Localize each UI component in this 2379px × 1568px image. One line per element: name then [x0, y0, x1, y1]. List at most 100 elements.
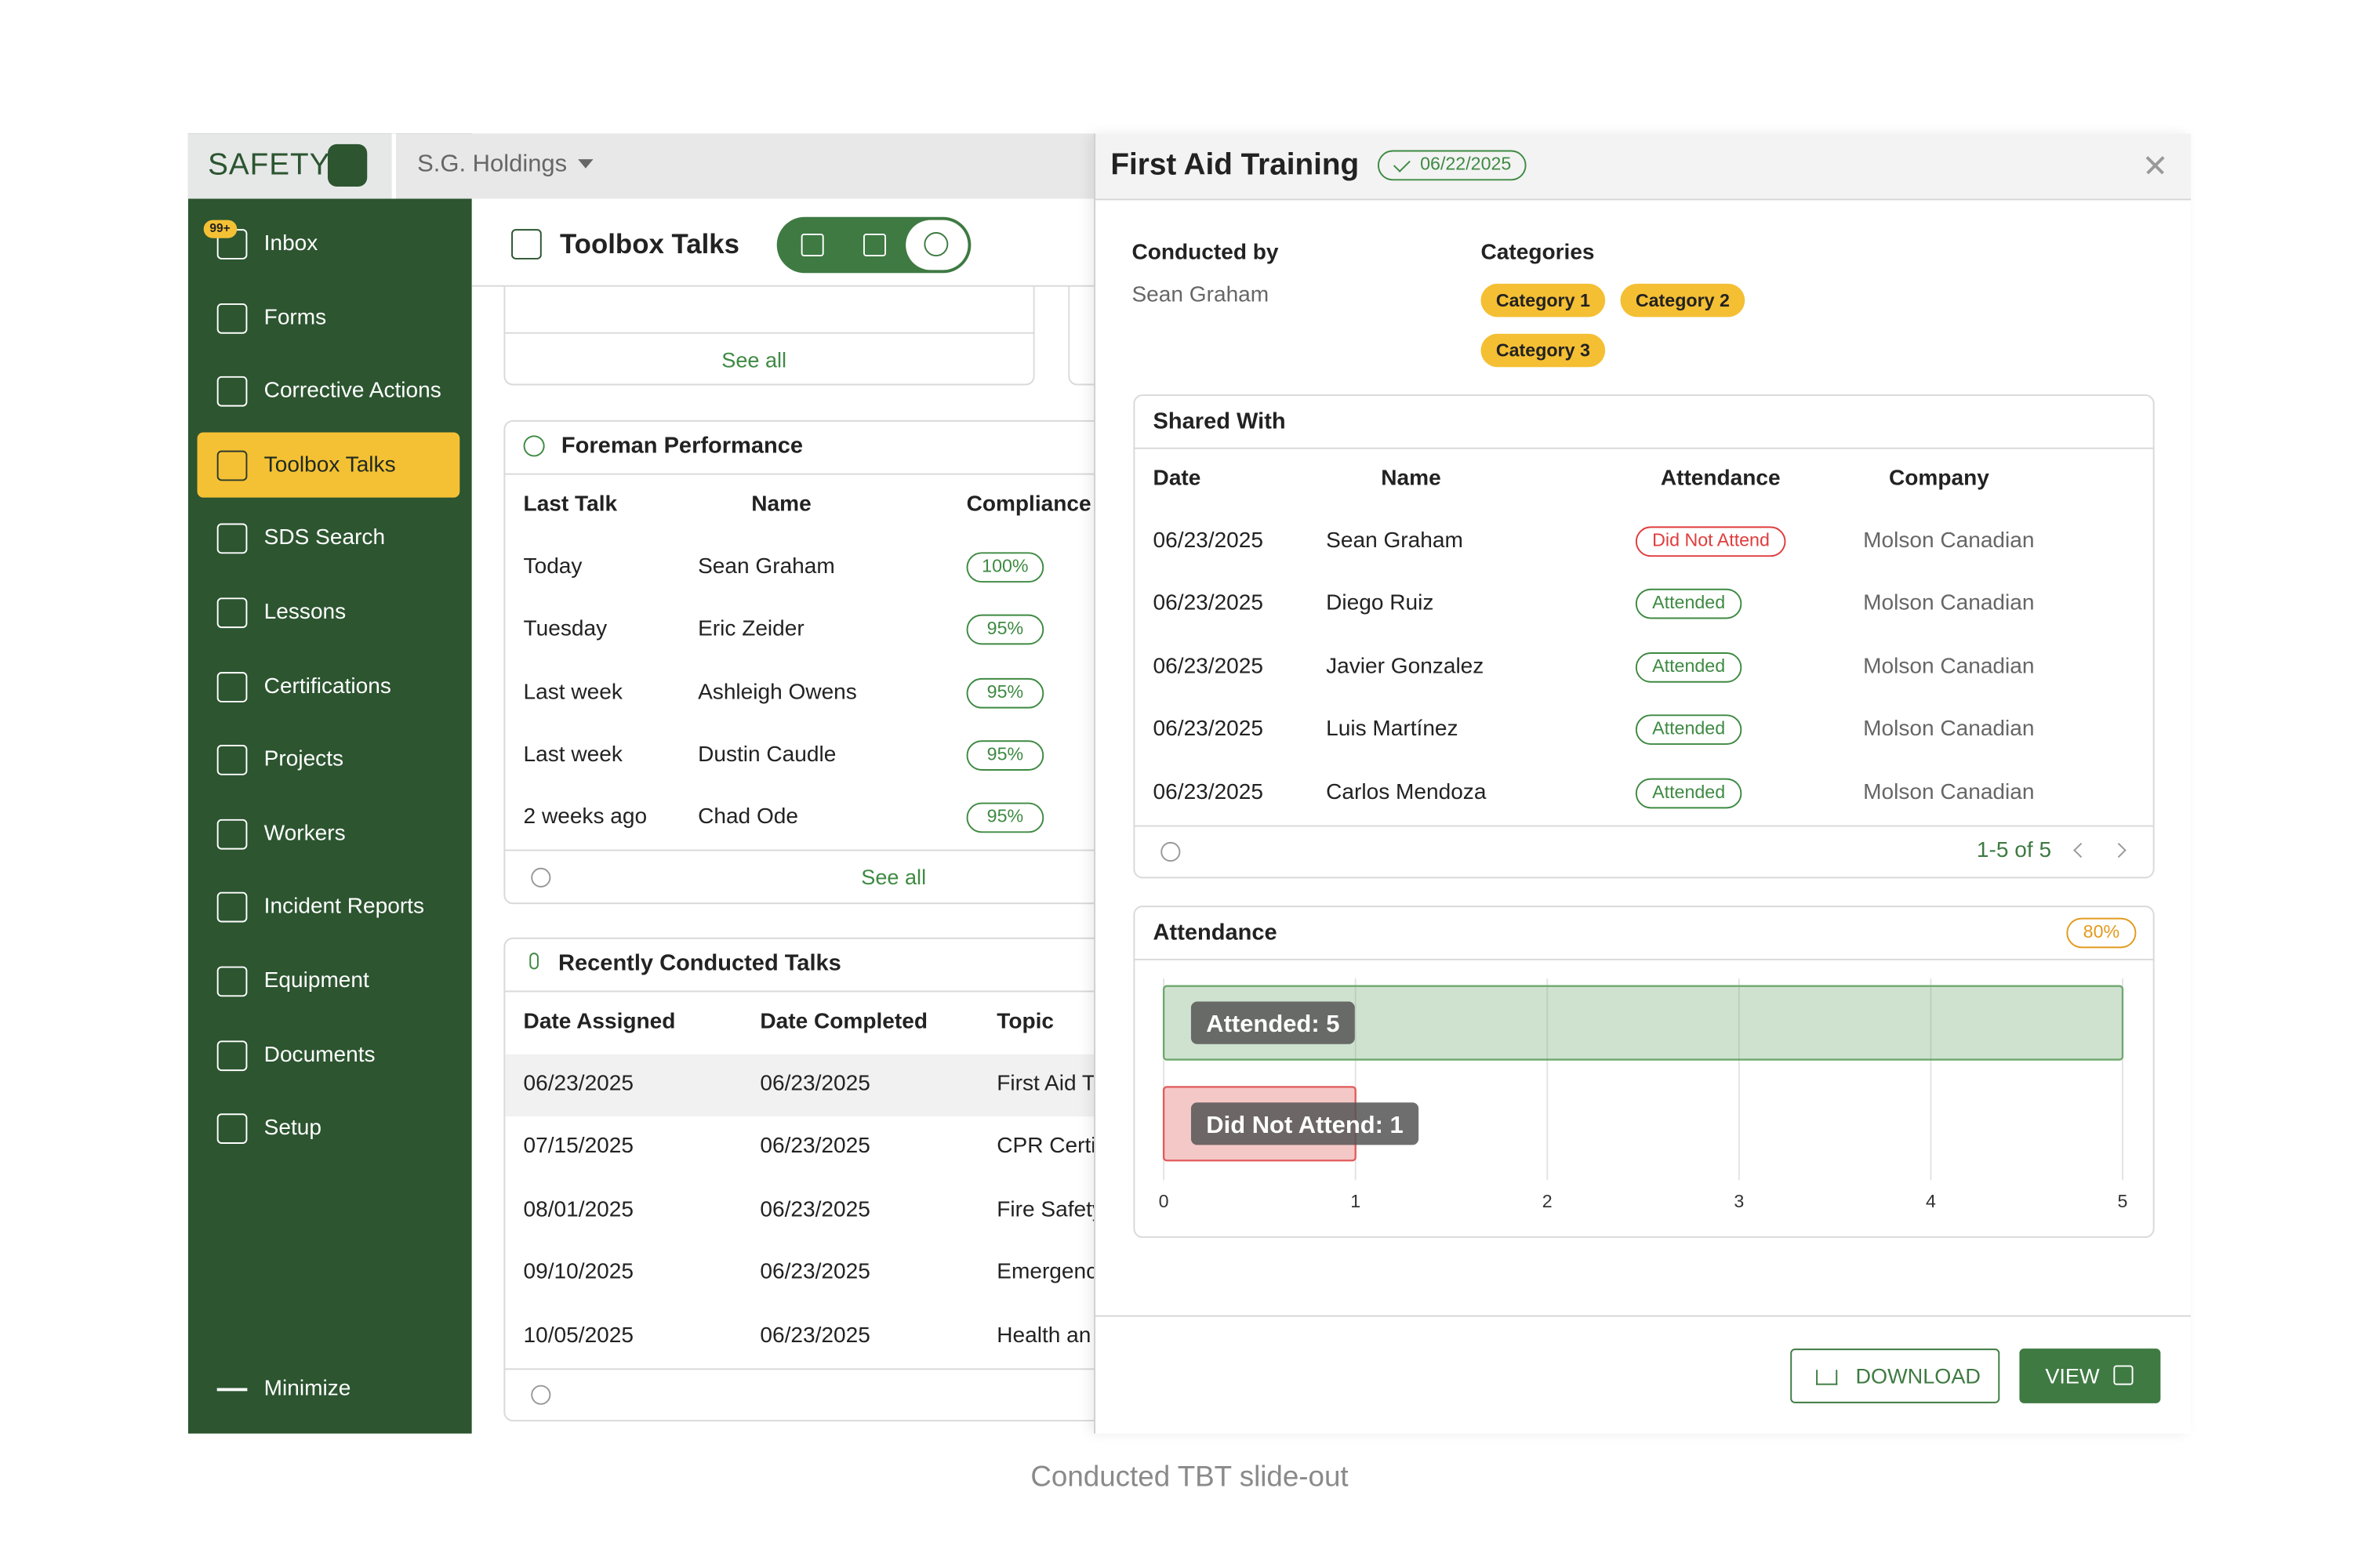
column-header: Name — [751, 492, 812, 517]
nav-icon — [216, 745, 248, 776]
table-cell: Carlos Mendoza — [1326, 780, 1487, 805]
card-divider — [503, 849, 1111, 851]
table-cell: Molson Canadian — [1863, 655, 2035, 679]
table-cell: Chad Ode — [698, 805, 798, 830]
nav-icon — [216, 1040, 248, 1071]
refresh-icon — [530, 1384, 550, 1404]
table-cell: First Aid T — [997, 1072, 1096, 1097]
page-title-icon — [511, 229, 542, 260]
nav-icon — [216, 671, 248, 702]
minimize-label[interactable]: Minimize — [263, 1377, 351, 1402]
nav-label[interactable]: Inbox — [263, 231, 318, 256]
column-header: Last Talk — [523, 492, 618, 517]
card-icon — [529, 953, 539, 970]
minimize-arrow — [216, 1388, 248, 1392]
card-divider — [1133, 958, 2155, 960]
table-cell: CPR Certi — [997, 1134, 1096, 1160]
field-value: Sean Graham — [1131, 283, 1269, 308]
table-cell: Molson Canadian — [1863, 780, 2035, 805]
nav-icon — [216, 450, 248, 481]
org-caret[interactable] — [578, 159, 594, 169]
card — [1133, 906, 2155, 1238]
table-cell: Emergenc — [997, 1260, 1098, 1285]
see-all-link[interactable]: See all — [861, 864, 927, 889]
nav-label[interactable]: Incident Reports — [263, 895, 424, 920]
table-cell: Dustin Caudle — [698, 742, 837, 768]
nav-icon — [216, 524, 248, 555]
column-header: Attendance — [1660, 466, 1781, 492]
logo-text: SAFETY — [208, 148, 331, 183]
nav-label[interactable]: Lessons — [263, 600, 347, 625]
column-header: Company — [1889, 466, 1989, 492]
toggle-icon — [924, 232, 949, 257]
nav-label[interactable]: Corrective Actions — [263, 379, 441, 404]
attendance-badge: Attended — [1635, 777, 1742, 808]
category-chip: Category 1 — [1480, 283, 1606, 318]
table-cell: 06/23/2025 — [760, 1323, 870, 1348]
table-cell: Sean Graham — [698, 554, 835, 579]
nav-label[interactable]: Documents — [263, 1042, 376, 1067]
nav-label[interactable]: Forms — [263, 305, 327, 330]
card-divider — [503, 990, 1111, 993]
table-cell: 06/23/2025 — [1153, 780, 1263, 805]
table-cell: Ashleigh Owens — [698, 680, 857, 705]
table-cell: Sean Graham — [1326, 528, 1463, 554]
table-cell: 06/23/2025 — [760, 1197, 870, 1222]
table-cell: Luis Martínez — [1326, 717, 1458, 742]
external-icon — [2113, 1365, 2134, 1385]
nav-label[interactable]: SDS Search — [263, 526, 386, 551]
table-cell: 08/01/2025 — [523, 1197, 634, 1222]
table-cell: Fire Safety — [997, 1197, 1103, 1222]
table-cell: 2 weeks ago — [523, 805, 648, 830]
card-divider — [1133, 825, 2155, 827]
toggle-icon — [800, 233, 823, 256]
main-area — [471, 198, 1095, 1434]
topbar — [391, 133, 1095, 199]
nav-icon — [216, 303, 248, 333]
compliance-badge: 95% — [966, 740, 1044, 771]
nav-icon — [216, 597, 248, 629]
nav-icon — [216, 818, 248, 850]
nav-label[interactable]: Equipment — [263, 968, 369, 993]
download-label[interactable]: DOWNLOAD — [1855, 1363, 1981, 1388]
card-title: Foreman Performance — [561, 433, 804, 459]
nav-label[interactable]: Certifications — [263, 673, 391, 699]
table-cell: 10/05/2025 — [523, 1323, 634, 1348]
table-cell: 06/23/2025 — [760, 1072, 870, 1097]
nav-label[interactable]: Toolbox Talks — [263, 452, 396, 477]
nav-item-active[interactable] — [197, 432, 460, 498]
card-divider — [503, 473, 1111, 475]
category-chip: Category 2 — [1620, 283, 1745, 318]
table-cell: 06/23/2025 — [1153, 655, 1263, 679]
view-button[interactable] — [2019, 1348, 2161, 1403]
card-divider — [1133, 447, 2155, 449]
table-cell: 06/23/2025 — [1153, 528, 1263, 554]
card — [503, 285, 1035, 386]
table-cell: Last week — [523, 742, 623, 768]
column-header: Name — [1381, 466, 1441, 492]
download-button[interactable] — [1790, 1348, 2000, 1403]
card-divider — [503, 1368, 1111, 1370]
compliance-badge: 95% — [966, 802, 1044, 833]
field-label: Conducted by — [1131, 241, 1279, 266]
card — [1133, 394, 2155, 879]
column-header: Topic — [997, 1010, 1055, 1035]
column-header: Date Assigned — [523, 1010, 676, 1035]
toggle-icon — [863, 233, 886, 256]
logo-mark — [327, 143, 368, 187]
table-cell: 06/23/2025 — [760, 1260, 870, 1285]
table-cell: 06/23/2025 — [1153, 591, 1263, 616]
attendance-badge: Attended — [1635, 652, 1742, 683]
table-cell: Health an — [997, 1323, 1091, 1348]
attendance-badge: Did Not Attend — [1635, 526, 1787, 557]
nav-label[interactable]: Projects — [263, 747, 344, 772]
org-selector[interactable]: S.G. Holdings — [417, 151, 568, 178]
attendance-badge: Attended — [1635, 714, 1742, 746]
view-label[interactable]: VIEW — [2045, 1363, 2100, 1388]
nav-label[interactable]: Workers — [263, 821, 346, 846]
nav-label[interactable]: Setup — [263, 1116, 322, 1141]
column-header: Date — [1153, 466, 1201, 492]
see-all-link[interactable]: See all — [721, 347, 787, 372]
attendance-badge: Attended — [1635, 589, 1742, 620]
